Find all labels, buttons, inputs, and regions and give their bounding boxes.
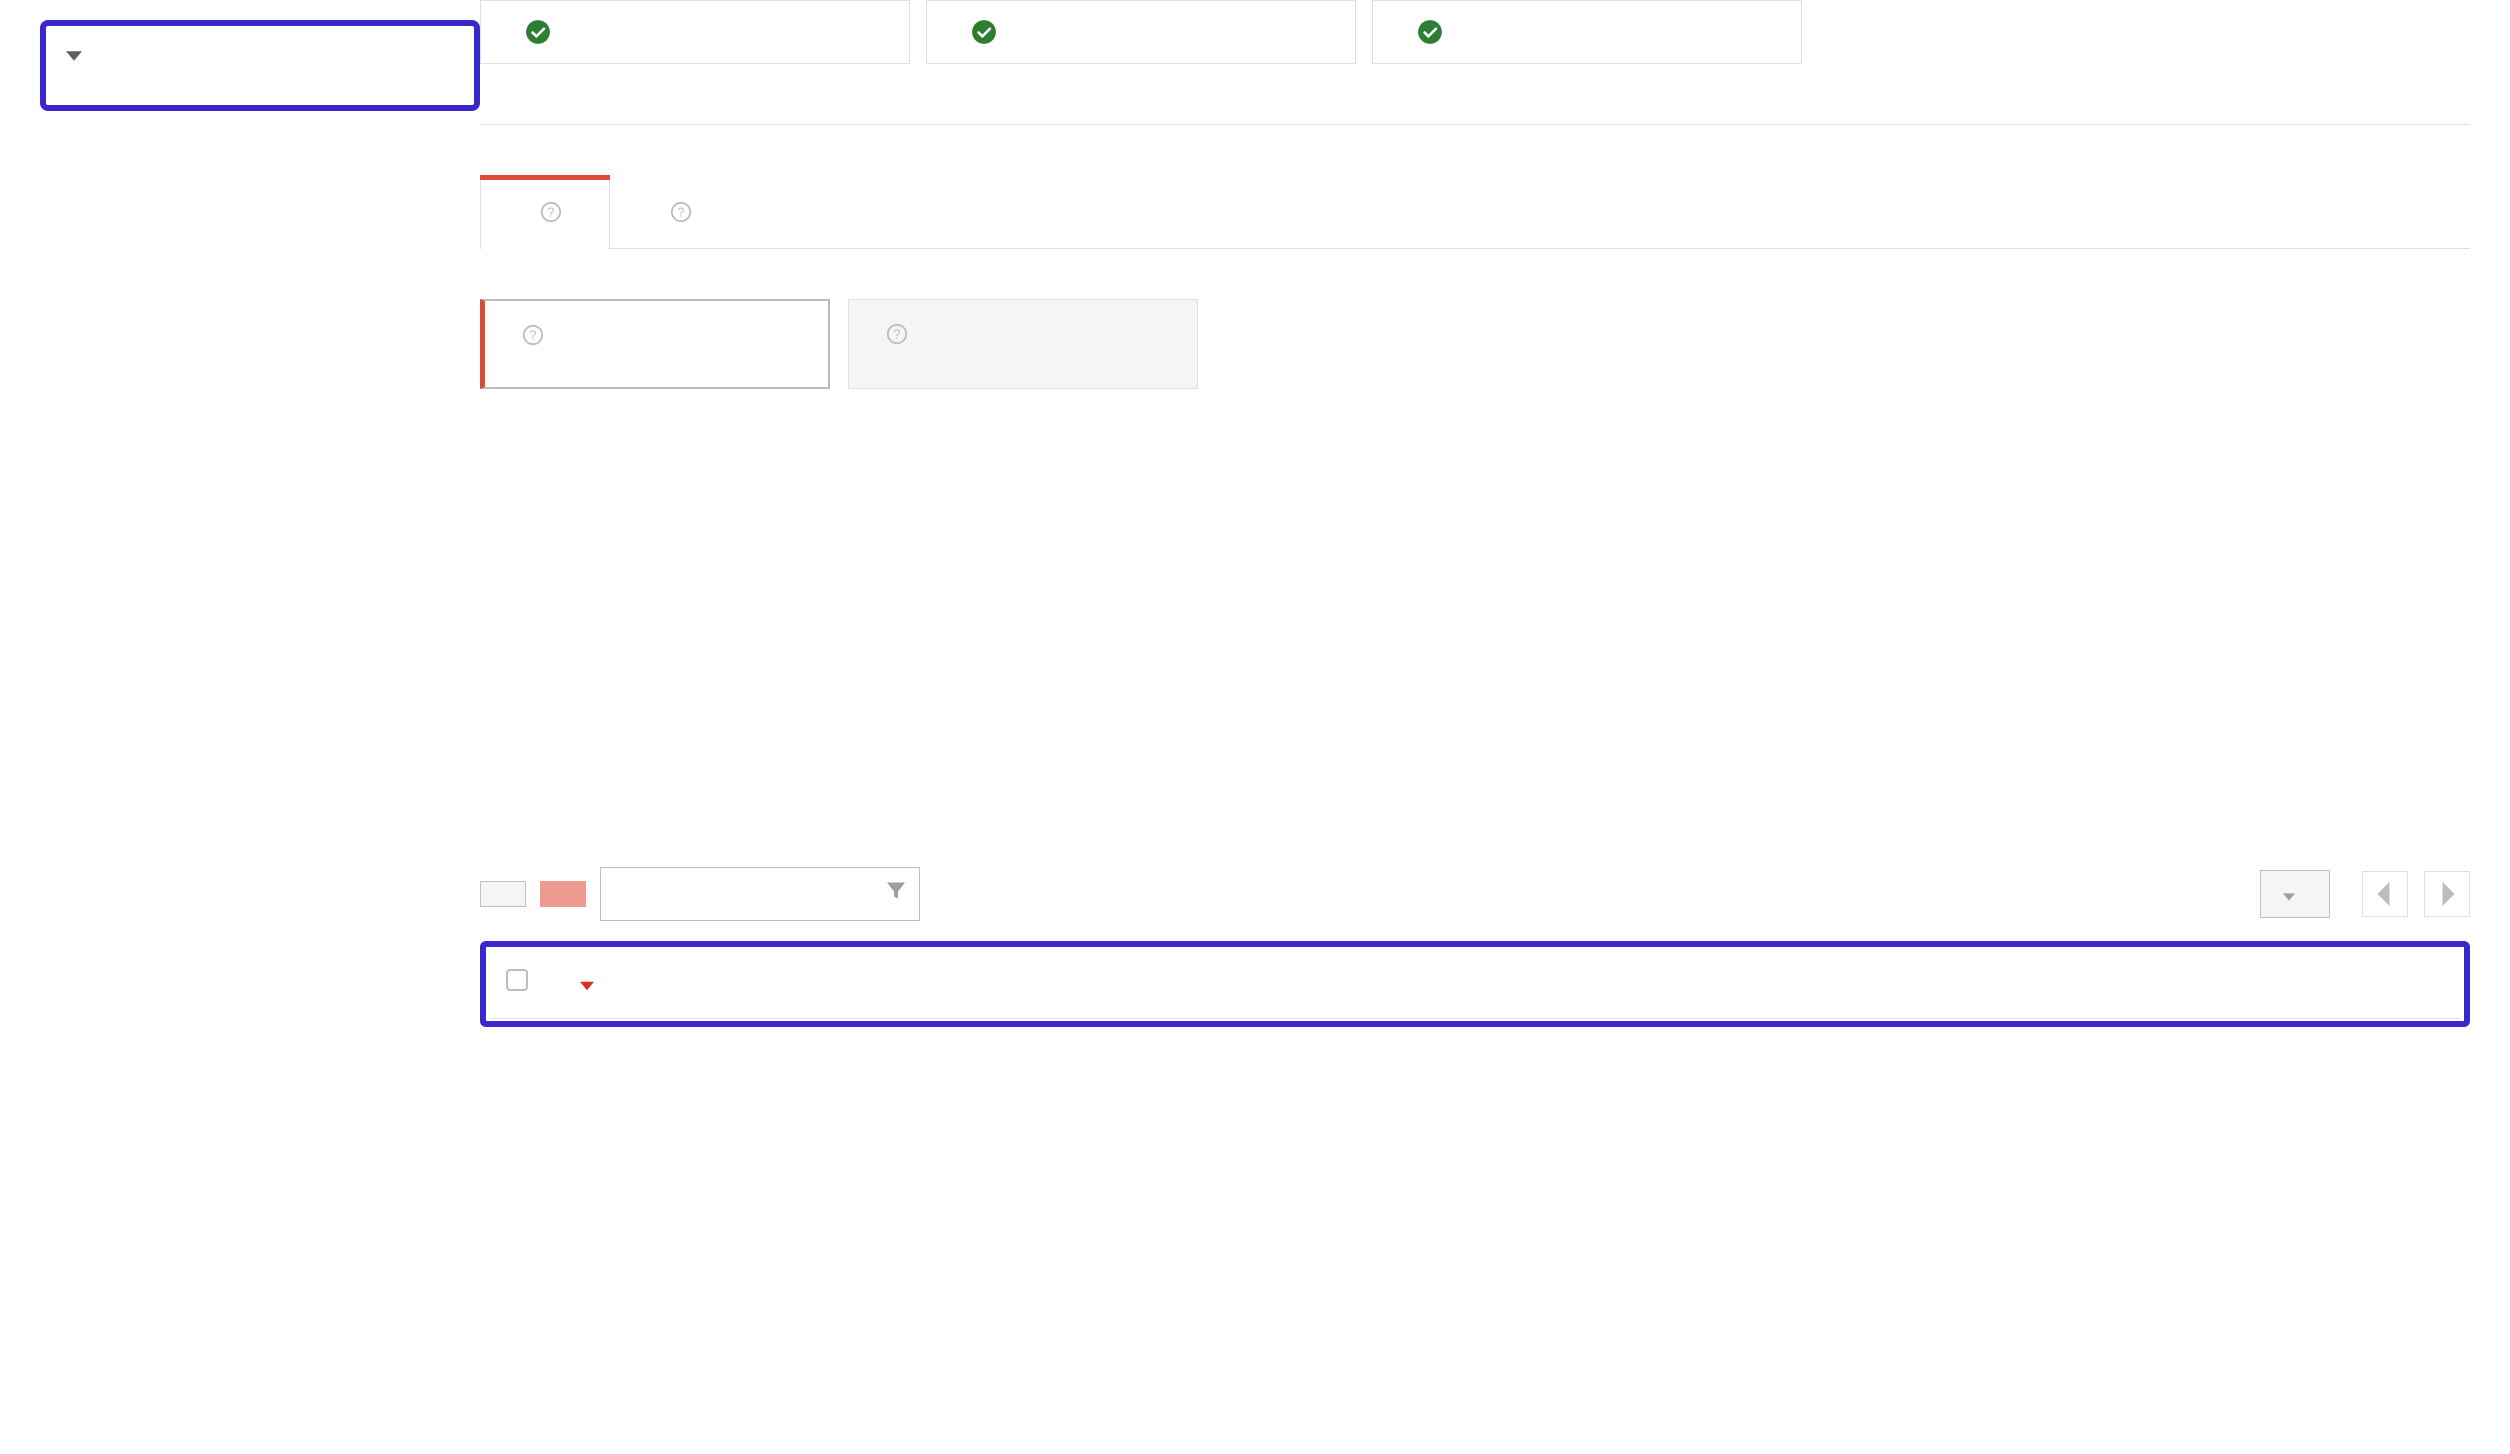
chart-x-labels (480, 773, 2470, 827)
highlight-nav-box (40, 20, 480, 111)
sort-desc-icon (576, 970, 594, 997)
site-status-row (480, 0, 2470, 64)
nav-item-robots-tester[interactable] (110, 165, 480, 189)
download-button[interactable] (480, 881, 526, 907)
next-page-button[interactable] (2424, 871, 2470, 917)
column-header-detected[interactable] (2260, 949, 2460, 1019)
select-all-checkbox[interactable] (506, 969, 528, 991)
pager (2244, 870, 2470, 918)
nav-item-url-parameters[interactable] (110, 213, 480, 237)
svg-text:?: ? (677, 205, 684, 220)
filter-input[interactable] (600, 867, 920, 921)
svg-text:?: ? (529, 328, 536, 343)
svg-text:?: ? (893, 327, 900, 342)
chevron-down-icon (2283, 881, 2295, 906)
highlight-table-box (480, 941, 2470, 1027)
check-circle-icon (525, 19, 551, 45)
caret-down-icon (66, 38, 82, 69)
check-circle-icon (971, 19, 997, 45)
column-header-url[interactable] (720, 949, 2000, 1019)
check-circle-icon (1417, 19, 1443, 45)
metric-card-other[interactable]: ? (848, 299, 1198, 389)
errors-table (490, 949, 2460, 1019)
column-header-priority[interactable] (560, 949, 720, 1019)
tab-desktop[interactable]: ? (480, 175, 610, 248)
help-circle-icon[interactable]: ? (539, 200, 563, 224)
help-circle-icon[interactable]: ? (521, 323, 545, 347)
status-card-dns[interactable] (480, 0, 910, 64)
divider (480, 124, 2470, 125)
metric-row: ? ? (480, 299, 2470, 389)
nav-item-crawl-stats[interactable] (110, 117, 480, 141)
sidebar (0, 0, 480, 1067)
nav-item-sitemaps[interactable] (110, 189, 480, 213)
column-header-response[interactable] (2000, 949, 2260, 1019)
status-card-robots[interactable] (1372, 0, 1802, 64)
table-controls (480, 867, 2470, 921)
nav-item-crawl-errors[interactable] (106, 77, 464, 101)
nav-item-fetch-as-google[interactable] (110, 141, 480, 165)
metric-card-not-found[interactable]: ? (480, 299, 830, 389)
device-tabs: ? ? (480, 175, 2470, 249)
line-chart-svg (480, 429, 2470, 769)
rows-select[interactable] (2260, 870, 2330, 918)
nav-item-web-tools[interactable] (50, 267, 480, 297)
help-circle-icon[interactable]: ? (885, 322, 909, 346)
prev-page-button[interactable] (2362, 871, 2408, 917)
nav-item-security-issues[interactable] (50, 237, 480, 267)
nav-section-crawl[interactable] (56, 30, 464, 77)
chart (480, 429, 2470, 827)
help-circle-icon[interactable]: ? (669, 200, 693, 224)
svg-text:?: ? (547, 205, 554, 220)
mark-as-fixed-button[interactable] (540, 881, 586, 907)
main-content: ? ? ? (480, 0, 2510, 1067)
status-card-server[interactable] (926, 0, 1356, 64)
filter-icon (884, 879, 908, 910)
tab-smartphone[interactable]: ? (610, 175, 740, 248)
